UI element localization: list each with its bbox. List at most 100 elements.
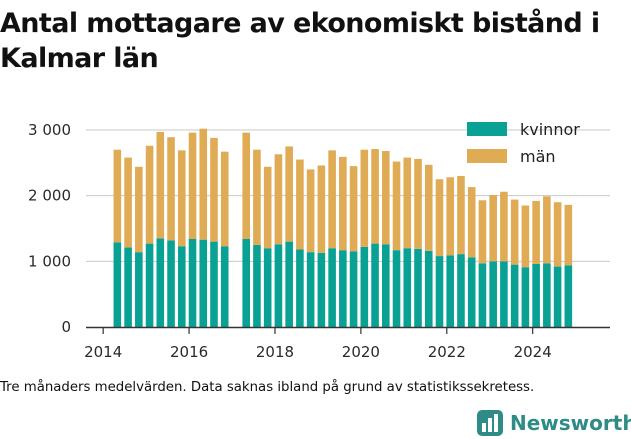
- brand-logo: Newsworthy: [476, 409, 631, 437]
- bar-man: [263, 166, 272, 249]
- x-tick-label: 2020: [342, 343, 380, 361]
- bar-kvinnor: [328, 248, 336, 327]
- bar-kvinnor: [263, 248, 272, 327]
- bar-man: [317, 165, 326, 253]
- bar-kvinnor: [296, 249, 304, 327]
- bar-kvinnor: [424, 250, 433, 327]
- axes: 0 1 000 2 000 3 000 2014 2016 2018 2020 2022 2024: [28, 121, 610, 361]
- bar-man: [339, 156, 347, 251]
- bar-man: [543, 196, 551, 264]
- bar-kvinnor: [360, 246, 369, 327]
- bar-kvinnor: [253, 244, 261, 327]
- bar-kvinnor: [392, 250, 401, 327]
- bar-kvinnor: [339, 250, 347, 327]
- bar-kvinnor: [489, 261, 497, 327]
- bar-man: [177, 150, 186, 247]
- bar-kvinnor: [188, 239, 197, 327]
- bar-kvinnor: [113, 242, 122, 327]
- bar-man: [510, 199, 519, 265]
- bar-kvinnor: [199, 239, 208, 327]
- bar-man: [113, 149, 122, 243]
- bar-kvinnor: [467, 257, 476, 327]
- bar-kvinnor: [457, 254, 465, 327]
- bar-kvinnor: [145, 243, 154, 327]
- bar-kvinnor: [135, 252, 143, 327]
- chart-title: Antal mottagare av ekonomiskt bistånd i …: [0, 8, 600, 74]
- bar-man: [435, 179, 444, 257]
- bar-man: [135, 166, 143, 253]
- bar-man: [500, 191, 508, 262]
- bar-man: [296, 159, 304, 250]
- x-tick-label: 2014: [84, 343, 122, 361]
- y-tick-label: 0: [61, 318, 71, 336]
- bar-kvinnor: [306, 252, 315, 327]
- legend-label-man: män: [520, 147, 556, 166]
- bar-kvinnor: [371, 243, 379, 327]
- bar-man: [167, 137, 175, 241]
- bar-man: [124, 157, 132, 248]
- bar-man: [457, 175, 465, 255]
- y-tick-label: 1 000: [28, 252, 71, 270]
- bar-kvinnor: [210, 241, 218, 327]
- y-tick-label: 3 000: [28, 121, 71, 139]
- bar-man: [156, 131, 165, 239]
- x-tick-label: 2018: [256, 343, 294, 361]
- bar-kvinnor: [510, 264, 519, 327]
- bar-man: [306, 169, 315, 253]
- bar-kvinnor: [564, 265, 573, 327]
- bar-man: [371, 149, 379, 244]
- bar-kvinnor: [478, 263, 487, 327]
- bar-man: [349, 166, 358, 252]
- bar-man: [382, 151, 390, 245]
- bar-man: [328, 150, 336, 249]
- x-tick-label: 2016: [170, 343, 208, 361]
- bar-kvinnor: [242, 239, 251, 327]
- bar-kvinnor: [553, 266, 562, 327]
- brand-name: Newsworthy: [510, 411, 631, 435]
- bar-kvinnor: [403, 248, 412, 327]
- bar-man: [532, 200, 540, 264]
- bar-man: [242, 132, 251, 240]
- bar-man: [210, 137, 218, 242]
- bar-kvinnor: [156, 238, 165, 327]
- bar-kvinnor: [382, 244, 390, 327]
- bar-man: [220, 151, 229, 247]
- chart-caption: Tre månaders medelvärden. Data saknas ib…: [0, 380, 535, 395]
- bar-man: [446, 177, 455, 256]
- bar-man: [553, 202, 562, 267]
- bar-man: [478, 200, 487, 264]
- bar-chart-logo-icon: [477, 410, 503, 436]
- bar-kvinnor: [532, 263, 540, 327]
- bar-kvinnor: [435, 256, 444, 327]
- bar-kvinnor: [124, 247, 132, 327]
- bar-man: [145, 145, 154, 244]
- bar-man: [424, 164, 433, 251]
- bar-kvinnor: [521, 267, 530, 327]
- bar-kvinnor: [317, 252, 326, 327]
- bar-kvinnor: [500, 261, 508, 327]
- bar-man: [274, 154, 283, 245]
- bar-kvinnor: [446, 255, 455, 327]
- bar-kvinnor: [543, 263, 551, 327]
- bar-man: [521, 205, 530, 268]
- bar-man: [414, 158, 422, 249]
- bar-kvinnor: [285, 241, 293, 327]
- x-tick-label: 2022: [428, 343, 466, 361]
- bars: [113, 128, 573, 327]
- bar-man: [392, 161, 401, 251]
- bar-kvinnor: [414, 248, 422, 327]
- bar-man: [489, 195, 497, 262]
- x-tick-label: 2024: [514, 343, 552, 361]
- bar-man: [285, 146, 293, 242]
- bar-kvinnor: [167, 240, 175, 327]
- legend-label-kvinnor: kvinnor: [520, 120, 580, 139]
- bar-man: [188, 132, 197, 240]
- legend-swatch-man: [467, 149, 507, 163]
- bar-man: [564, 204, 573, 266]
- bar-kvinnor: [349, 251, 358, 327]
- y-tick-label: 2 000: [28, 187, 71, 205]
- bar-kvinnor: [274, 244, 283, 327]
- bar-kvinnor: [177, 246, 186, 327]
- legend: kvinnor män: [467, 120, 580, 166]
